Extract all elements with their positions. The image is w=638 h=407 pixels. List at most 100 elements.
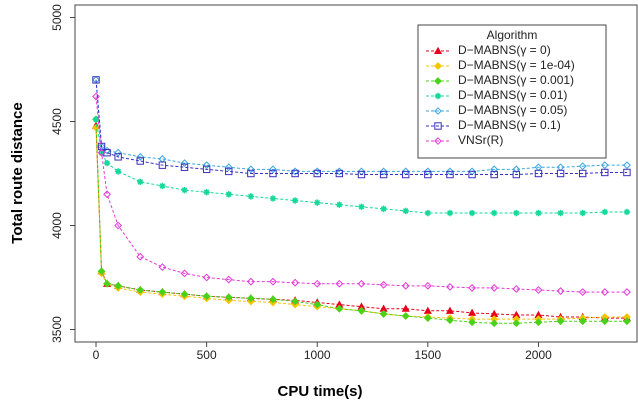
marker	[103, 279, 111, 288]
marker	[468, 284, 476, 292]
marker	[623, 168, 631, 177]
marker	[578, 169, 587, 178]
y-axis-title: Total route distance	[9, 102, 26, 243]
plot	[91, 75, 631, 328]
legend-title: Algorithm	[487, 28, 538, 42]
marker	[434, 122, 442, 130]
marker	[247, 193, 255, 200]
marker	[512, 285, 521, 293]
marker	[578, 288, 587, 296]
marker	[600, 161, 609, 170]
marker	[202, 165, 211, 174]
x-tick-label: 1000	[304, 348, 331, 362]
marker	[181, 186, 188, 194]
marker	[114, 168, 122, 175]
marker	[92, 116, 100, 123]
plot-frame	[74, 4, 638, 343]
marker	[490, 165, 499, 174]
marker	[379, 280, 388, 289]
marker	[246, 294, 255, 303]
marker	[224, 293, 233, 302]
marker	[623, 288, 631, 296]
marker	[92, 92, 100, 101]
y-tick-label: 4000	[50, 212, 64, 239]
marker	[446, 282, 454, 291]
marker	[600, 317, 609, 326]
marker	[202, 292, 211, 301]
marker	[512, 170, 521, 179]
marker	[114, 281, 123, 290]
legend-label: D−MABNS(γ = 1e-04)	[458, 58, 575, 72]
marker	[357, 170, 366, 179]
marker	[579, 209, 586, 217]
marker	[601, 208, 609, 216]
legend-label: D−MABNS(γ = 0)	[458, 43, 551, 57]
marker	[224, 275, 233, 284]
series-line	[95, 79, 627, 172]
series-line	[95, 79, 627, 176]
series-line	[95, 119, 627, 324]
marker	[401, 304, 410, 312]
marker	[103, 148, 111, 157]
marker	[136, 286, 145, 294]
marker	[434, 107, 442, 115]
marker	[423, 314, 432, 322]
marker	[379, 167, 388, 176]
marker	[534, 286, 543, 294]
marker	[468, 318, 476, 327]
y-tick-label: 3500	[50, 316, 64, 343]
marker	[136, 152, 145, 161]
marker	[491, 209, 498, 217]
marker	[180, 290, 189, 299]
marker	[357, 306, 366, 315]
legend-label: D−MABNS(γ = 0.05)	[458, 103, 567, 117]
y-tick-label: 4500	[50, 108, 64, 135]
marker	[269, 295, 277, 304]
marker	[468, 170, 476, 179]
marker	[335, 304, 344, 313]
marker	[97, 267, 106, 276]
marker	[446, 316, 454, 325]
marker	[97, 148, 106, 157]
marker	[158, 288, 167, 296]
marker	[556, 317, 565, 326]
marker	[556, 169, 565, 178]
legend-label: D−MABNS(γ = 0.01)	[458, 88, 567, 102]
x-axis-title: CPU time(s)	[277, 383, 362, 400]
marker	[180, 269, 189, 278]
marker	[468, 209, 476, 217]
marker	[247, 169, 255, 178]
marker	[180, 163, 189, 171]
marker	[490, 284, 499, 292]
marker	[433, 46, 443, 55]
marker	[601, 168, 609, 177]
marker	[114, 153, 122, 161]
marker	[513, 209, 520, 217]
marker	[423, 281, 432, 290]
marker	[468, 308, 477, 316]
marker	[534, 318, 543, 327]
marker	[137, 178, 144, 186]
marker	[225, 191, 232, 198]
marker	[203, 189, 210, 196]
marker	[623, 208, 631, 216]
marker	[434, 92, 442, 100]
marker	[423, 306, 432, 314]
marker	[269, 165, 277, 174]
marker	[578, 317, 587, 326]
marker	[313, 300, 322, 309]
marker	[103, 190, 111, 199]
marker	[335, 279, 344, 288]
marker	[335, 169, 344, 178]
marker	[490, 319, 499, 328]
marker	[402, 170, 410, 179]
marker	[490, 170, 498, 179]
marker	[291, 297, 300, 306]
marker	[623, 161, 631, 170]
marker	[557, 209, 564, 217]
x-tick-label: 500	[197, 348, 217, 362]
marker	[92, 76, 100, 84]
series-line	[95, 119, 627, 214]
marker	[358, 203, 365, 210]
